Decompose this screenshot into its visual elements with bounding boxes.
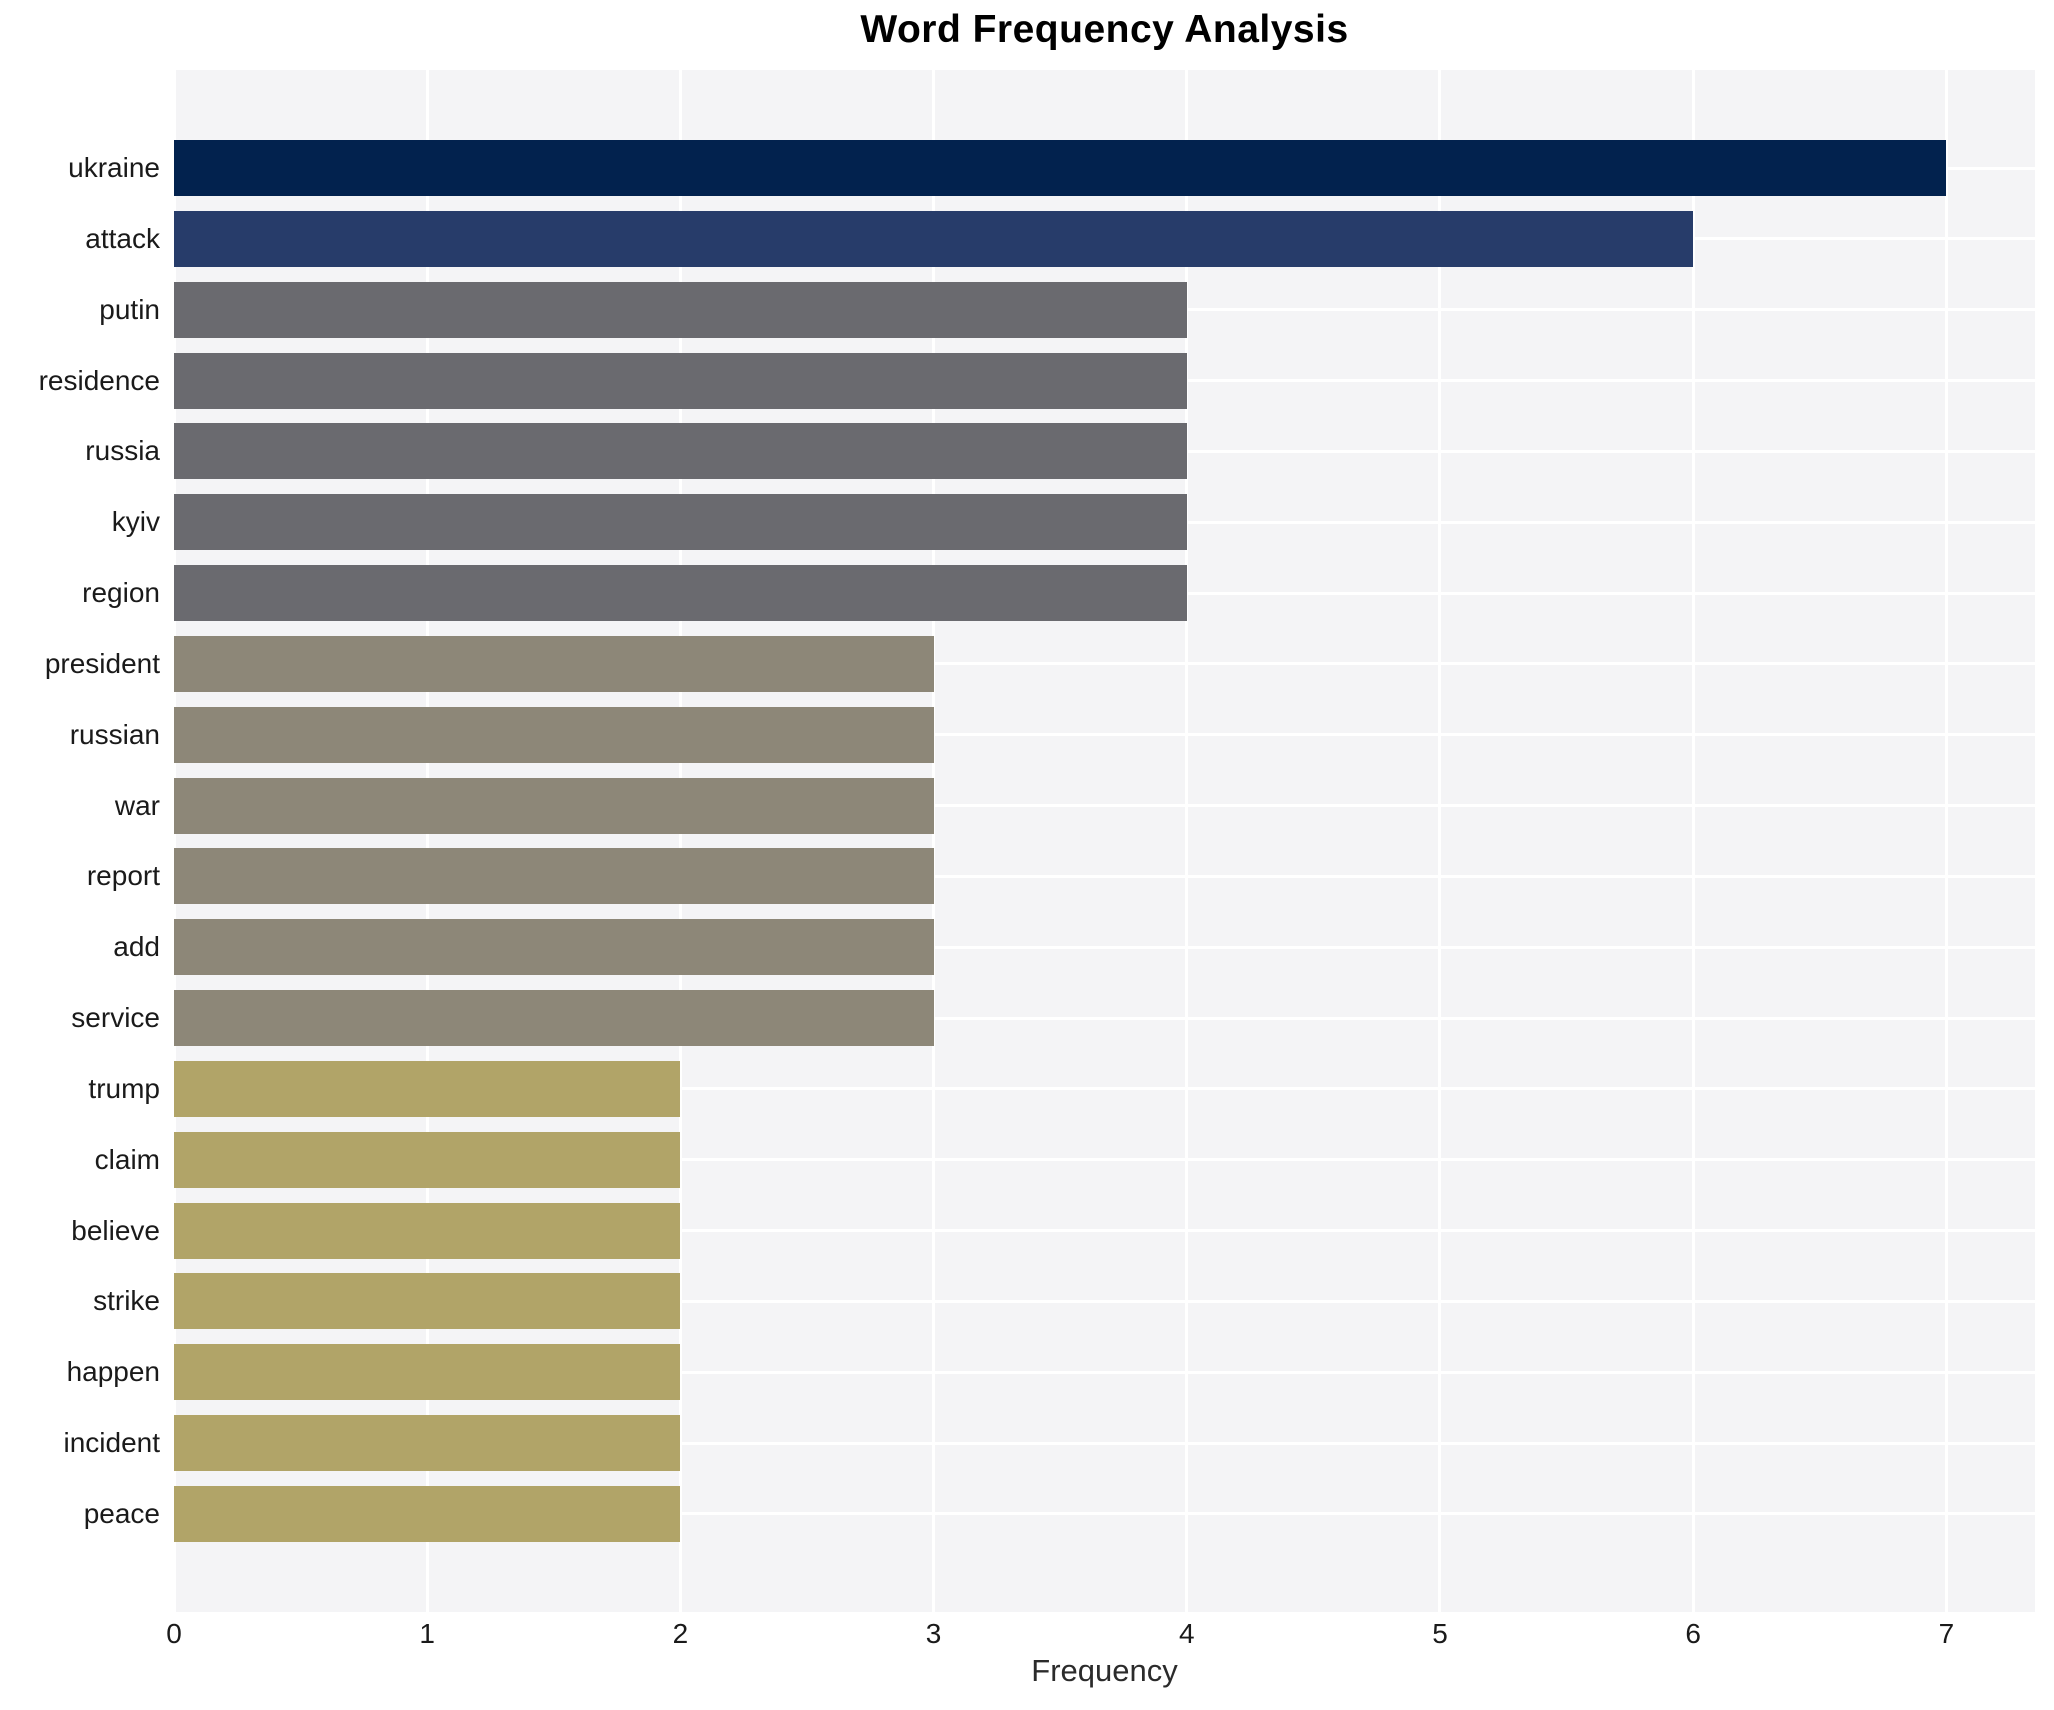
ytick-label-service: service [71,1002,160,1034]
bar-kyiv [174,494,1187,551]
x-gridline-4 [1185,70,1189,1612]
ytick-label-attack: attack [85,222,160,254]
ytick-label-trump: trump [88,1072,160,1104]
x-gridline-6 [1691,70,1695,1612]
ytick-label-incident: incident [63,1427,160,1459]
bar-strike [174,1273,681,1330]
x-gridline-5 [1438,70,1442,1612]
xtick-label-4: 4 [1178,1618,1195,1649]
ytick-label-peace: peace [83,1497,160,1529]
bar-russia [174,423,1187,480]
y-gridline-russian [174,733,2035,737]
bar-region [174,565,1187,622]
ytick-label-ukraine: ukraine [68,152,160,183]
ytick-label-russia: russia [85,435,160,467]
y-gridline-happen [174,1370,2035,1374]
plot-area [172,70,2035,1612]
y-gridline-report [174,874,2035,878]
ytick-label-claim: claim [94,1143,160,1175]
y-gridline-claim [174,1158,2035,1162]
x-gridline-0 [172,70,176,1612]
bar-believe [174,1202,681,1259]
bar-war [174,777,934,834]
bar-claim [174,1131,681,1188]
y-gridline-believe [174,1229,2035,1233]
bar-russian [174,706,934,763]
bar-add [174,919,934,976]
bar-peace [174,1485,681,1542]
bar-service [174,990,934,1047]
x-gridline-3 [932,70,936,1612]
y-gridline-service [174,1016,2035,1020]
chart-title: Word Frequency Analysis [860,8,1349,51]
x-gridline-1 [425,70,429,1612]
xtick-label-7: 7 [1938,1618,1955,1649]
ytick-label-war: war [114,789,160,821]
ytick-label-region: region [82,577,160,609]
ytick-label-residence: residence [38,364,160,396]
xtick-label-0: 0 [166,1618,182,1649]
x-axis-label: Frequency [1031,1653,1178,1688]
y-gridline-incident [174,1441,2035,1445]
ytick-label-happen: happen [66,1356,160,1388]
bar-incident [174,1415,681,1472]
bar-residence [174,352,1187,409]
y-gridline-war [174,804,2035,808]
bar-report [174,848,934,905]
ytick-label-add: add [113,931,160,963]
y-gridline-trump [174,1087,2035,1091]
ytick-label-believe: believe [71,1214,160,1246]
ytick-label-president: president [44,647,160,679]
xtick-label-6: 6 [1685,1618,1701,1649]
y-gridline-peace [174,1512,2035,1516]
bar-putin [174,281,1187,338]
xtick-label-2: 2 [672,1618,689,1649]
ytick-label-kyiv: kyiv [111,506,160,538]
y-gridline-strike [174,1299,2035,1303]
x-gridline-2 [678,70,682,1612]
bar-happen [174,1344,681,1401]
bar-ukraine [174,140,1947,196]
y-gridline-president [174,662,2035,666]
xtick-label-5: 5 [1432,1618,1448,1649]
xtick-label-1: 1 [419,1618,435,1649]
bar-president [174,635,934,692]
ytick-label-strike: strike [93,1285,160,1317]
y-gridline-add [174,945,2035,949]
bar-trump [174,1060,681,1117]
bar-attack [174,210,1694,267]
xtick-label-3: 3 [925,1618,942,1649]
ytick-label-putin: putin [99,293,160,325]
x-gridline-7 [1944,70,1948,1612]
ytick-label-report: report [86,860,160,892]
ytick-label-russian: russian [69,718,160,750]
